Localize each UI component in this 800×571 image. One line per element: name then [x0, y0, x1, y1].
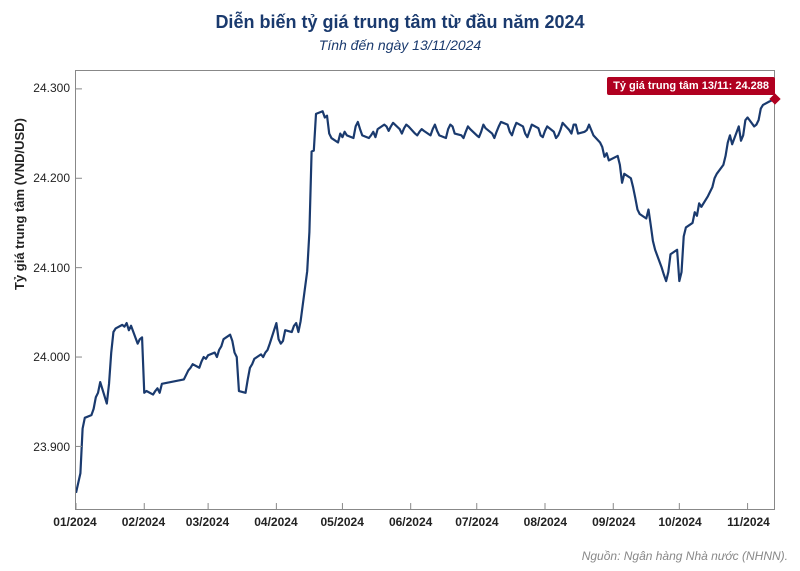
y-tick-label: 24.300 — [10, 81, 70, 95]
y-tick-label: 24.100 — [10, 261, 70, 275]
x-tick-label: 02/2024 — [122, 515, 165, 529]
x-tick-label: 03/2024 — [186, 515, 229, 529]
x-tick-label: 04/2024 — [254, 515, 297, 529]
x-tick-label: 01/2024 — [53, 515, 96, 529]
plot-area — [75, 70, 775, 510]
x-tick-label: 09/2024 — [592, 515, 635, 529]
chart-title: Diễn biến tỷ giá trung tâm từ đầu năm 20… — [0, 0, 800, 33]
y-tick-label: 24.000 — [10, 350, 70, 364]
x-tick-label: 11/2024 — [727, 515, 770, 529]
y-tick-label: 23.900 — [10, 440, 70, 454]
y-tick-label: 24.200 — [10, 171, 70, 185]
chart-container: Diễn biến tỷ giá trung tâm từ đầu năm 20… — [0, 0, 800, 571]
x-tick-label: 05/2024 — [320, 515, 363, 529]
price-line — [76, 100, 774, 493]
x-tick-label: 08/2024 — [524, 515, 567, 529]
x-tick-label: 07/2024 — [455, 515, 498, 529]
chart-subtitle: Tính đến ngày 13/11/2024 — [0, 37, 800, 53]
source-text: Nguồn: Ngân hàng Nhà nước (NHNN). — [582, 549, 788, 563]
last-value-annotation: Tỷ giá trung tâm 13/11: 24.288 — [607, 77, 775, 95]
x-tick-label: 10/2024 — [658, 515, 701, 529]
x-tick-label: 06/2024 — [389, 515, 432, 529]
line-svg — [76, 71, 774, 509]
